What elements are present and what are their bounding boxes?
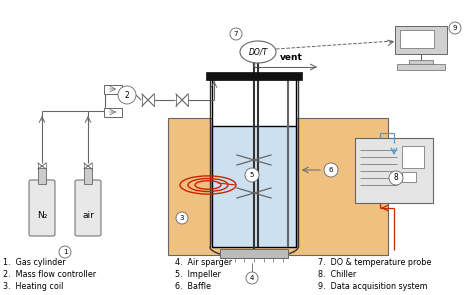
FancyBboxPatch shape <box>104 85 122 94</box>
Text: 9.  Data acquisition system: 9. Data acquisition system <box>318 282 428 291</box>
Circle shape <box>389 171 403 185</box>
Circle shape <box>324 163 338 177</box>
Text: 3.  Heating coil: 3. Heating coil <box>3 282 64 291</box>
FancyBboxPatch shape <box>29 180 55 236</box>
FancyBboxPatch shape <box>212 126 296 247</box>
FancyBboxPatch shape <box>212 79 296 244</box>
Text: 6.  Baffle: 6. Baffle <box>175 282 211 291</box>
Text: 1: 1 <box>63 249 67 255</box>
Text: air: air <box>82 212 94 220</box>
Text: 4.  Air sparger: 4. Air sparger <box>175 258 232 267</box>
FancyBboxPatch shape <box>84 168 92 184</box>
Text: 5.  Impeller: 5. Impeller <box>175 270 221 279</box>
Text: 6: 6 <box>329 167 333 173</box>
Text: 2: 2 <box>125 91 129 99</box>
Circle shape <box>449 22 461 34</box>
Text: 8: 8 <box>393 173 398 183</box>
FancyBboxPatch shape <box>206 72 302 80</box>
Text: 7: 7 <box>234 31 238 37</box>
Circle shape <box>176 212 188 224</box>
FancyBboxPatch shape <box>38 168 46 184</box>
Text: 1.  Gas cylinder: 1. Gas cylinder <box>3 258 65 267</box>
FancyBboxPatch shape <box>75 180 101 236</box>
Circle shape <box>246 272 258 284</box>
Circle shape <box>230 28 242 40</box>
FancyBboxPatch shape <box>409 60 433 65</box>
Text: 7.  DO & temperature probe: 7. DO & temperature probe <box>318 258 431 267</box>
FancyBboxPatch shape <box>397 64 445 70</box>
Circle shape <box>118 86 136 104</box>
Text: vent: vent <box>280 53 303 62</box>
Text: N₂: N₂ <box>37 212 47 220</box>
FancyBboxPatch shape <box>402 146 424 168</box>
FancyBboxPatch shape <box>168 118 388 255</box>
FancyBboxPatch shape <box>402 172 416 182</box>
FancyBboxPatch shape <box>104 108 122 117</box>
FancyBboxPatch shape <box>355 138 433 203</box>
Text: 3: 3 <box>180 215 184 221</box>
Text: 4: 4 <box>250 275 254 281</box>
Ellipse shape <box>240 41 276 63</box>
FancyBboxPatch shape <box>220 249 288 258</box>
Circle shape <box>59 246 71 258</box>
Text: 2.  Mass flow controller: 2. Mass flow controller <box>3 270 96 279</box>
Circle shape <box>245 168 259 182</box>
FancyBboxPatch shape <box>395 26 447 54</box>
Text: 8.  Chiller: 8. Chiller <box>318 270 356 279</box>
Text: DO/T: DO/T <box>248 47 267 57</box>
Text: 9: 9 <box>453 25 457 31</box>
FancyBboxPatch shape <box>400 30 434 48</box>
Text: 5: 5 <box>250 172 254 178</box>
